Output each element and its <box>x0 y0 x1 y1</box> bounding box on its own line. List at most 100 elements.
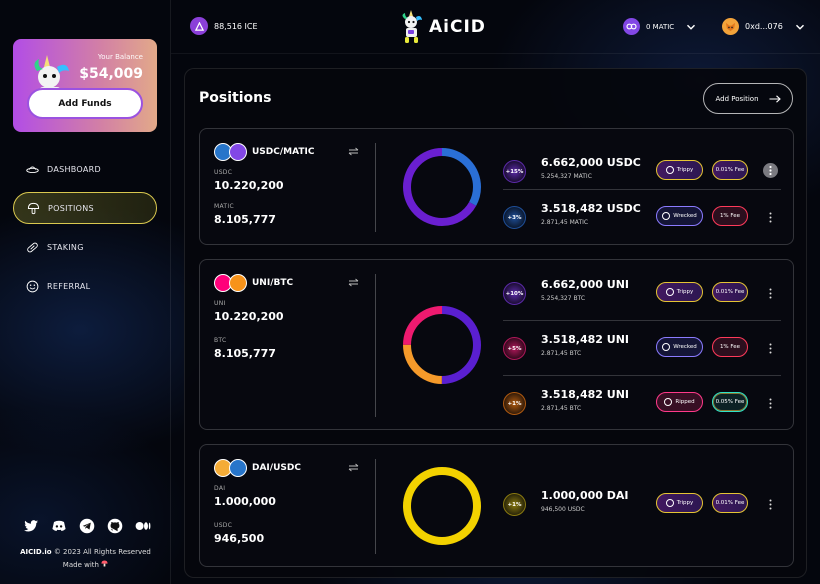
change-badge: +5% <box>503 337 526 360</box>
nav-item-dashboard[interactable]: DASHBOARD <box>13 153 157 185</box>
pair-name: UNI/BTC <box>252 278 294 288</box>
position-sub-amount: 2.871,45 BTC <box>541 405 582 412</box>
kebab-menu-icon[interactable] <box>769 499 772 510</box>
twitter-icon[interactable] <box>23 518 39 534</box>
token-b-amount: 8.105,777 <box>214 347 276 360</box>
nav-label: DASHBOARD <box>47 164 101 174</box>
fee-badge[interactable]: 0.05% Fee <box>712 392 748 412</box>
arrow-right-icon <box>769 94 781 103</box>
ufo-icon <box>26 165 39 173</box>
footer-copyright: AICID.io © 2023 All Rights Reserved <box>0 548 171 556</box>
social-links <box>23 518 151 534</box>
kebab-menu-icon[interactable] <box>769 288 772 299</box>
nav-label: REFERRAL <box>47 281 91 291</box>
add-funds-button[interactable]: Add Funds <box>27 88 143 119</box>
token-b-amount: 8.105,777 <box>214 213 276 226</box>
mushroom-icon <box>101 560 108 567</box>
telegram-icon[interactable] <box>79 518 95 534</box>
token-a-label: UNI <box>214 300 226 307</box>
ice-balance[interactable]: 88,516 ICE <box>190 17 258 35</box>
main-nav: DASHBOARD POSITIONS STAKING REFERRAL <box>13 153 157 309</box>
position-sub-amount: 5.254,327 MATIC <box>541 173 592 180</box>
position-amount: 6.662,000 UNI <box>541 278 629 291</box>
nav-item-positions[interactable]: POSITIONS <box>13 192 157 224</box>
position-row: +10% 6.662,000 UNI 5.254,327 BTC Trippy 0.01… <box>503 266 781 322</box>
chevron-down-icon <box>795 24 804 30</box>
row-divider <box>503 320 781 321</box>
position-sub-amount: 946,500 USDC <box>541 506 585 513</box>
status-badge[interactable]: Wrecked <box>656 206 703 226</box>
divider <box>375 459 376 554</box>
position-sub-amount: 2.871,45 MATIC <box>541 219 589 226</box>
matic-token-icon <box>229 143 247 161</box>
pair-icons <box>214 143 247 161</box>
status-label: Wrecked <box>673 344 697 350</box>
status-badge[interactable]: Ripped <box>656 392 703 412</box>
medium-icon[interactable] <box>135 518 151 534</box>
position-sub-amount: 5.254,327 BTC <box>541 295 586 302</box>
position-row: +1% 1.000,000 DAI 946,500 USDC Trippy 0.01% … <box>503 477 781 533</box>
status-label: Wrecked <box>673 213 697 219</box>
position-card: DAI/USDC DAI 1.000,000 USDC 946,500 +1% 1.000,… <box>199 444 794 567</box>
kebab-menu-icon[interactable] <box>769 212 772 223</box>
nav-item-staking[interactable]: STAKING <box>13 231 157 263</box>
swap-icon[interactable] <box>348 147 359 156</box>
fee-badge[interactable]: 1% Fee <box>712 206 748 226</box>
position-amount: 6.662,000 USDC <box>541 156 641 169</box>
pair-icons <box>214 274 247 292</box>
github-icon[interactable] <box>107 518 123 534</box>
logo[interactable]: AiCID <box>399 10 486 44</box>
status-label: Trippy <box>676 289 694 295</box>
wallet-address: 0xd...076 <box>745 22 783 31</box>
positions-panel: Positions Add Position USDC/MATIC USDC 10.… <box>184 68 807 578</box>
status-badge[interactable]: Wrecked <box>656 337 703 357</box>
token-a-amount: 10.220,200 <box>214 310 284 323</box>
discord-icon[interactable] <box>51 518 67 534</box>
position-amount: 3.518,482 USDC <box>541 202 641 215</box>
pill-icon <box>27 242 38 252</box>
token-a-label: DAI <box>214 485 226 492</box>
fee-badge[interactable]: 0.01% Fee <box>712 160 748 180</box>
fee-badge[interactable]: 0.01% Fee <box>712 493 748 513</box>
nav-item-referral[interactable]: REFERRAL <box>13 270 157 302</box>
position-row: +15% 6.662,000 USDC 5.254,327 MATIC Trippy 0… <box>503 144 781 200</box>
footer-made-with: Made with <box>0 560 171 569</box>
kebab-menu-icon[interactable] <box>769 398 772 409</box>
add-position-button[interactable]: Add Position <box>703 83 793 114</box>
add-position-label: Add Position <box>715 94 759 103</box>
fee-badge[interactable]: 0.01% Fee <box>712 282 748 302</box>
status-badge[interactable]: Trippy <box>656 282 703 302</box>
usdc-token-icon <box>229 459 247 477</box>
position-card: USDC/MATIC USDC 10.220,200 MATIC 8.105,777 +1… <box>199 128 794 245</box>
divider <box>375 143 376 232</box>
donut-segment <box>403 148 481 226</box>
trippy-face-icon <box>665 499 674 507</box>
matic-balance: 0 MATIC <box>646 22 675 31</box>
pair-name: DAI/USDC <box>252 463 301 473</box>
status-badge[interactable]: Trippy <box>656 493 703 513</box>
swap-icon[interactable] <box>348 278 359 287</box>
change-badge: +15% <box>503 160 526 183</box>
balance-value: $54,009 <box>79 66 143 82</box>
wrecked-face-icon <box>662 212 671 220</box>
mushroom-icon <box>27 202 40 214</box>
more-options-button[interactable] <box>763 163 778 178</box>
fee-badge[interactable]: 1% Fee <box>712 337 748 357</box>
swap-icon[interactable] <box>348 463 359 472</box>
ice-amount: 88,516 ICE <box>214 21 258 31</box>
status-label: Trippy <box>676 167 694 173</box>
kebab-menu-icon <box>769 165 772 176</box>
kebab-menu-icon[interactable] <box>769 343 772 354</box>
chevron-down-icon <box>687 24 696 30</box>
footer-made-with-text: Made with <box>62 561 99 569</box>
change-badge: +1% <box>503 392 526 415</box>
status-label: Trippy <box>676 500 694 506</box>
sidebar: Your Balance $54,009 Add Funds DASHBOARD… <box>0 0 171 584</box>
page-title: Positions <box>199 90 272 106</box>
position-card: UNI/BTC UNI 10.220,200 BTC 8.105,777 +10% 6.66… <box>199 259 794 430</box>
position-amount: 3.518,482 UNI <box>541 333 629 346</box>
wallet-selector[interactable]: 0xd...076 <box>722 18 805 35</box>
donut-segment <box>403 467 481 545</box>
network-selector[interactable]: 0 MATIC <box>623 18 696 35</box>
status-badge[interactable]: Trippy <box>656 160 703 180</box>
